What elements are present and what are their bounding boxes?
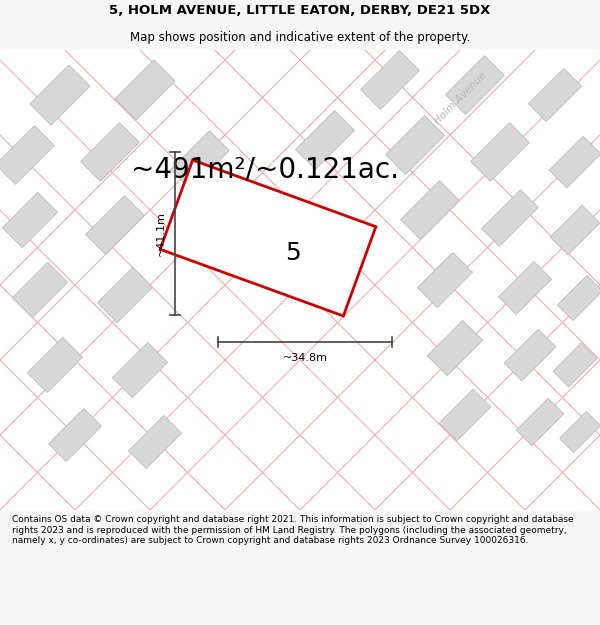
Text: 5, HOLM AVENUE, LITTLE EATON, DERBY, DE21 5DX: 5, HOLM AVENUE, LITTLE EATON, DERBY, DE2…	[109, 4, 491, 18]
Polygon shape	[550, 205, 600, 255]
Polygon shape	[499, 261, 551, 314]
Polygon shape	[0, 126, 55, 184]
Polygon shape	[549, 136, 600, 188]
Polygon shape	[517, 398, 563, 446]
Polygon shape	[28, 338, 83, 392]
Text: Holm Avenue: Holm Avenue	[432, 70, 488, 126]
Polygon shape	[30, 65, 90, 125]
Polygon shape	[529, 69, 581, 121]
Polygon shape	[49, 409, 101, 461]
Polygon shape	[427, 321, 482, 376]
Polygon shape	[553, 343, 597, 387]
Polygon shape	[446, 56, 505, 114]
Text: ~41.1m: ~41.1m	[156, 211, 166, 256]
Polygon shape	[115, 60, 175, 120]
Polygon shape	[13, 262, 68, 318]
Polygon shape	[386, 116, 445, 174]
Polygon shape	[559, 411, 600, 452]
Polygon shape	[86, 196, 145, 254]
Polygon shape	[296, 111, 355, 169]
Polygon shape	[112, 342, 167, 398]
Text: Contains OS data © Crown copyright and database right 2021. This information is : Contains OS data © Crown copyright and d…	[12, 516, 574, 545]
Text: ~34.8m: ~34.8m	[283, 353, 328, 363]
Text: 5: 5	[285, 241, 301, 265]
Polygon shape	[128, 416, 182, 469]
Polygon shape	[160, 160, 376, 316]
Polygon shape	[482, 190, 538, 246]
Polygon shape	[470, 122, 529, 181]
Polygon shape	[97, 268, 152, 322]
Polygon shape	[418, 253, 473, 308]
Polygon shape	[170, 131, 229, 189]
Polygon shape	[504, 329, 556, 381]
Polygon shape	[439, 389, 491, 441]
Polygon shape	[361, 51, 419, 109]
Polygon shape	[2, 192, 58, 248]
Polygon shape	[80, 122, 139, 181]
Polygon shape	[401, 181, 460, 239]
Text: ~491m²/~0.121ac.: ~491m²/~0.121ac.	[131, 156, 399, 184]
Polygon shape	[557, 276, 600, 321]
Text: Map shows position and indicative extent of the property.: Map shows position and indicative extent…	[130, 31, 470, 44]
